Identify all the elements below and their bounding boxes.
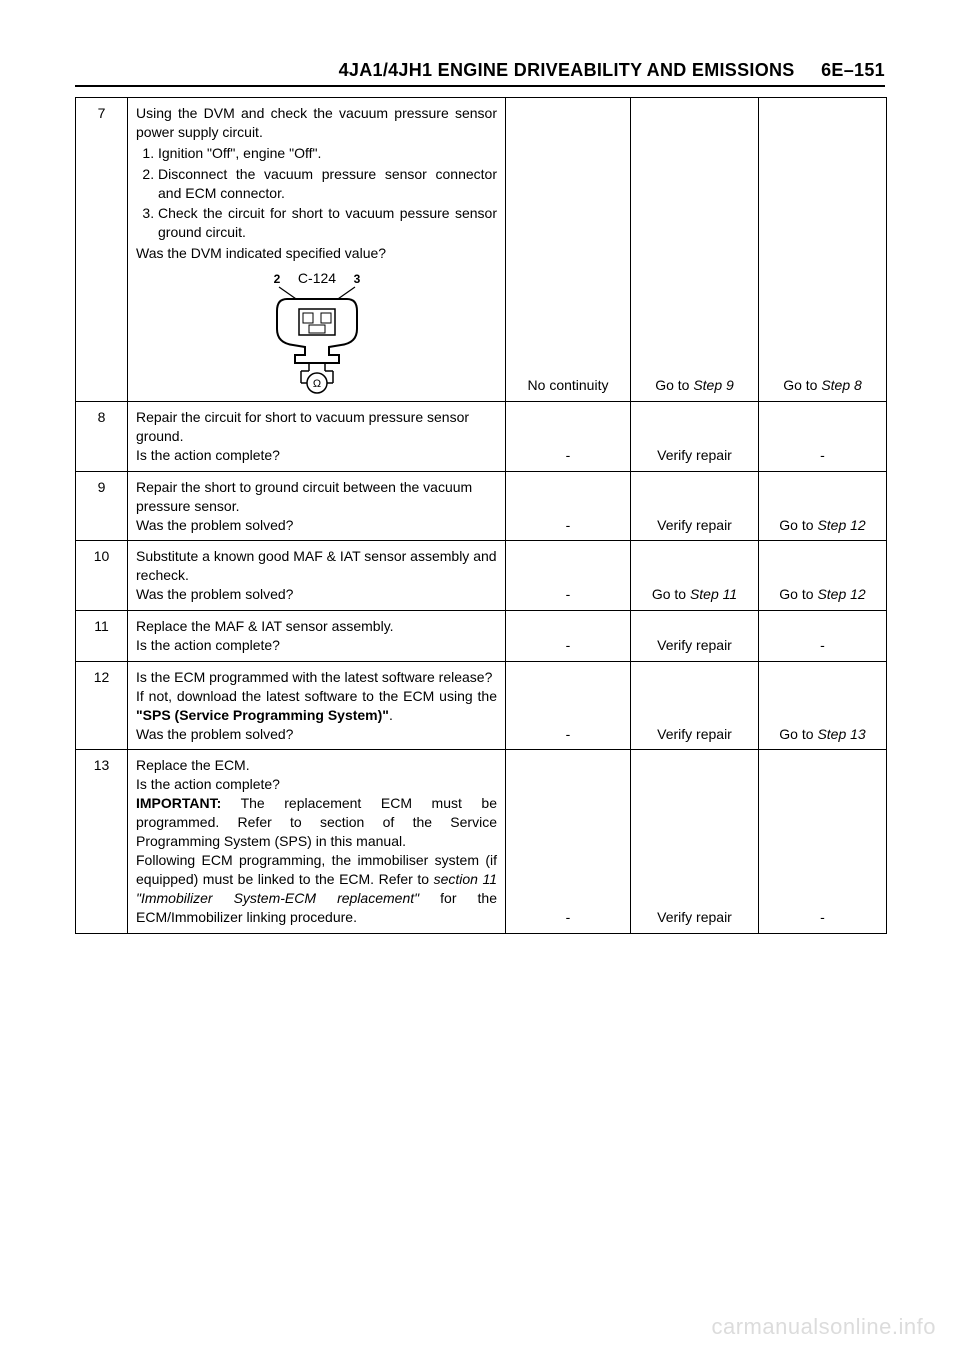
no-cell: Go to Step 8 xyxy=(759,98,887,402)
step-number: 13 xyxy=(76,750,128,933)
step-number: 8 xyxy=(76,402,128,472)
svg-text:3: 3 xyxy=(353,272,360,286)
value-cell: - xyxy=(506,402,631,472)
table-row: 8Repair the circuit for short to vacuum … xyxy=(76,402,887,472)
yes-cell: Go to Step 9 xyxy=(631,98,759,402)
step-number: 7 xyxy=(76,98,128,402)
value-cell: - xyxy=(506,750,631,933)
yes-cell: Verify repair xyxy=(631,750,759,933)
table-row: 9Repair the short to ground circuit betw… xyxy=(76,471,887,541)
no-cell: Go to Step 12 xyxy=(759,471,887,541)
step-number: 10 xyxy=(76,541,128,611)
yes-cell: Verify repair xyxy=(631,471,759,541)
no-cell: - xyxy=(759,611,887,662)
table-row: 10Substitute a known good MAF & IAT sens… xyxy=(76,541,887,611)
svg-text:Ω: Ω xyxy=(312,378,320,390)
no-cell: Go to Step 12 xyxy=(759,541,887,611)
value-cell: - xyxy=(506,661,631,750)
table-row: 13Replace the ECM.Is the action complete… xyxy=(76,750,887,933)
step-number: 12 xyxy=(76,661,128,750)
yes-cell: Verify repair xyxy=(631,661,759,750)
yes-cell: Verify repair xyxy=(631,611,759,662)
value-cell: - xyxy=(506,541,631,611)
action-cell: Using the DVM and check the vacuum press… xyxy=(128,98,506,402)
table-row: 7Using the DVM and check the vacuum pres… xyxy=(76,98,887,402)
action-cell: Replace the MAF & IAT sensor assembly.Is… xyxy=(128,611,506,662)
action-cell: Replace the ECM.Is the action complete?I… xyxy=(128,750,506,933)
action-cell: Repair the circuit for short to vacuum p… xyxy=(128,402,506,472)
step-number: 9 xyxy=(76,471,128,541)
watermark: carmanualsonline.info xyxy=(711,1314,936,1340)
value-cell: - xyxy=(506,471,631,541)
svg-text:C-124: C-124 xyxy=(297,270,335,286)
header-page-ref: 6E–151 xyxy=(821,60,885,80)
table-row: 12Is the ECM programmed with the latest … xyxy=(76,661,887,750)
svg-text:2: 2 xyxy=(273,272,280,286)
yes-cell: Go to Step 11 xyxy=(631,541,759,611)
header-title: 4JA1/4JH1 ENGINE DRIVEABILITY AND EMISSI… xyxy=(339,60,795,80)
action-cell: Substitute a known good MAF & IAT sensor… xyxy=(128,541,506,611)
value-cell: - xyxy=(506,611,631,662)
page-header: 4JA1/4JH1 ENGINE DRIVEABILITY AND EMISSI… xyxy=(75,60,885,87)
action-cell: Repair the short to ground circuit betwe… xyxy=(128,471,506,541)
no-cell: - xyxy=(759,750,887,933)
table-row: 11Replace the MAF & IAT sensor assembly.… xyxy=(76,611,887,662)
no-cell: Go to Step 13 xyxy=(759,661,887,750)
diagnostic-table: 7Using the DVM and check the vacuum pres… xyxy=(75,97,887,934)
yes-cell: Verify repair xyxy=(631,402,759,472)
value-cell: No continuity xyxy=(506,98,631,402)
no-cell: - xyxy=(759,402,887,472)
connector-diagram: 2 C-124 3 Ω xyxy=(136,269,497,395)
step-number: 11 xyxy=(76,611,128,662)
action-cell: Is the ECM programmed with the latest so… xyxy=(128,661,506,750)
